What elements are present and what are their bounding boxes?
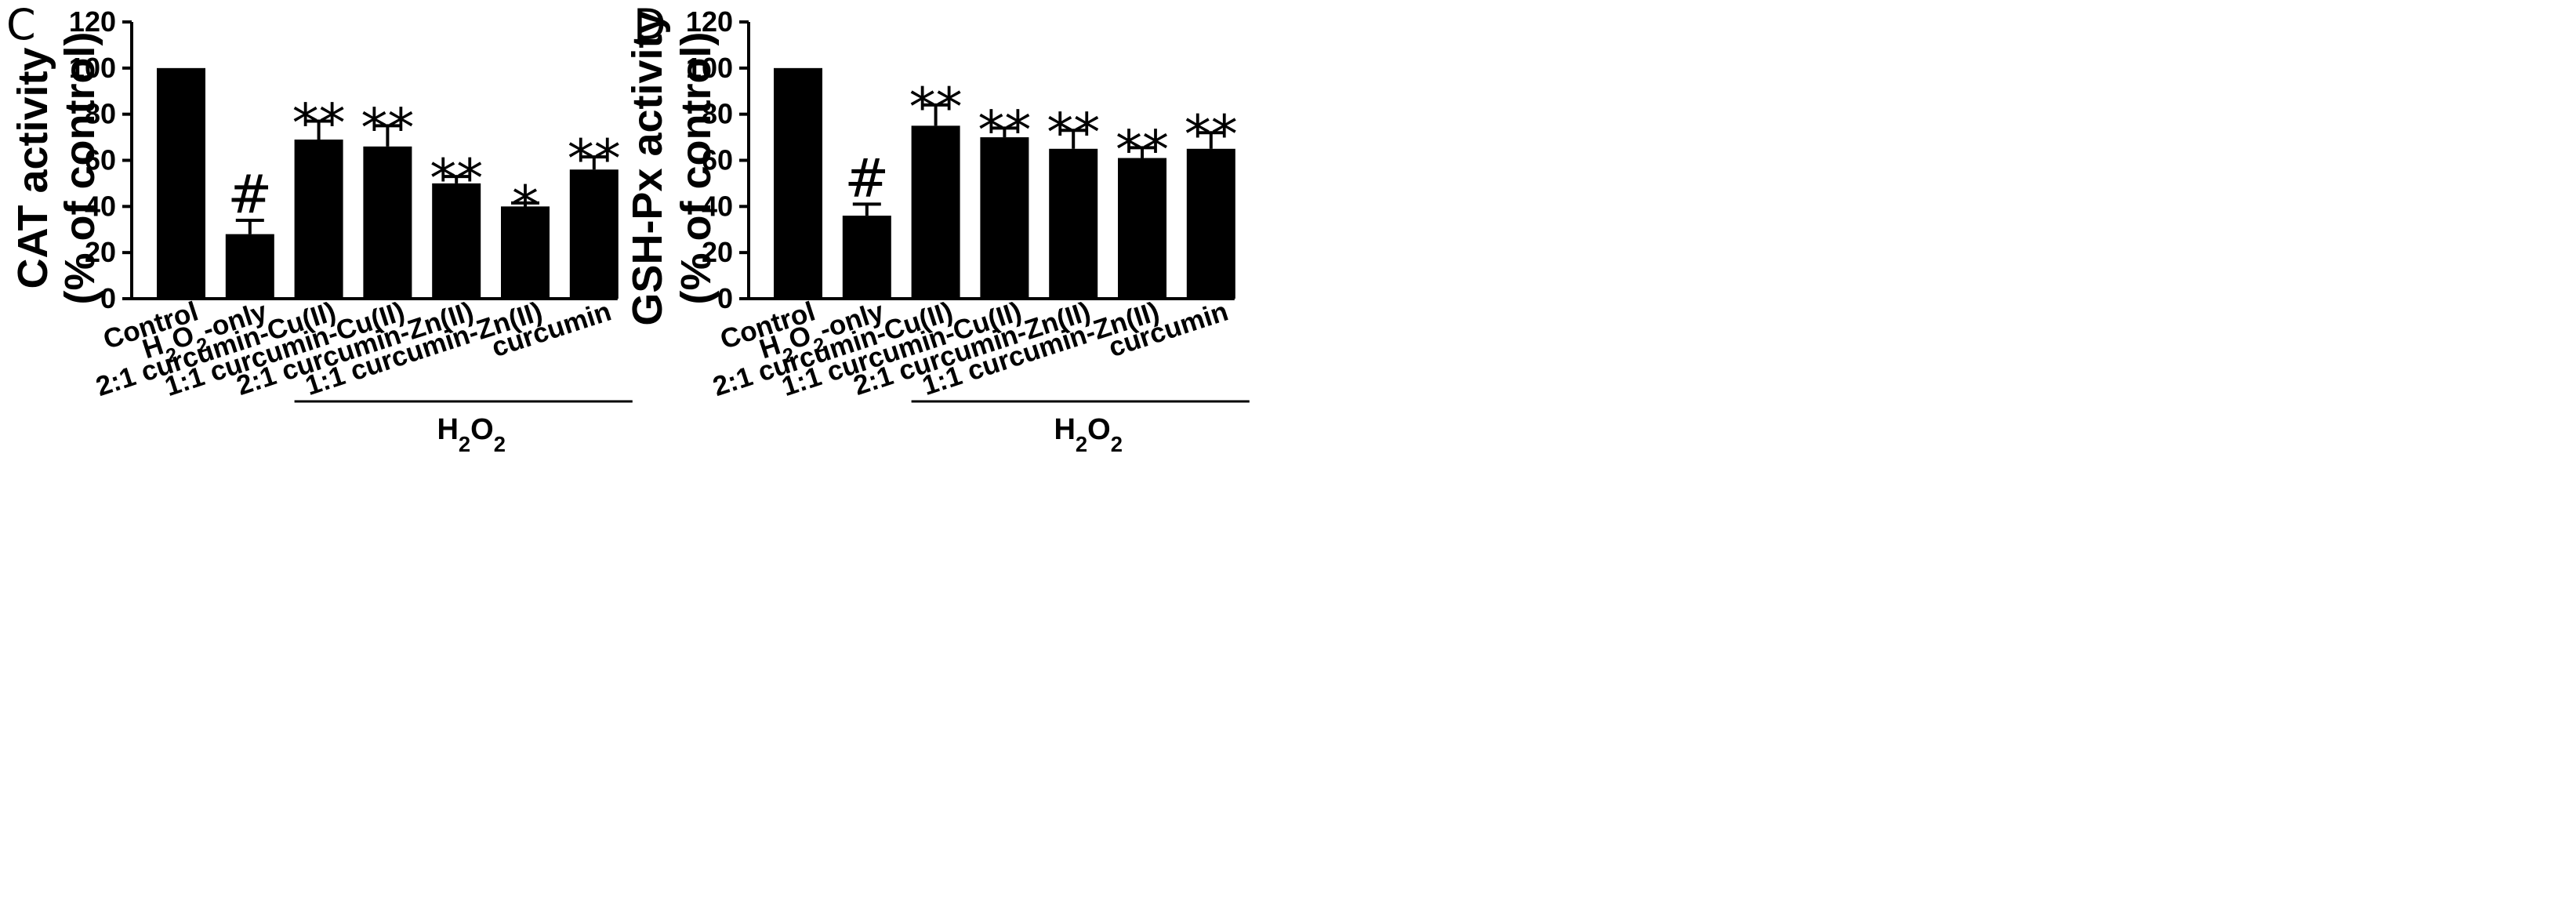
y-tick-label: 0 bbox=[717, 282, 733, 314]
bar-1 bbox=[774, 67, 822, 299]
y-tick-label: 120 bbox=[69, 5, 116, 38]
bar-6 bbox=[501, 206, 550, 299]
bar-5 bbox=[432, 183, 481, 299]
panel-letter: D bbox=[633, 0, 666, 49]
bar-5 bbox=[1049, 148, 1098, 299]
significance-marker: ** bbox=[1185, 104, 1238, 166]
y-tick-label: 40 bbox=[702, 190, 733, 222]
group-label: H2O2 bbox=[437, 413, 505, 456]
significance-marker: # bbox=[227, 164, 272, 226]
significance-marker: ** bbox=[568, 129, 621, 191]
y-tick-label: 60 bbox=[85, 144, 116, 176]
significance-marker: # bbox=[844, 147, 889, 209]
bar-2 bbox=[225, 234, 274, 299]
y-tick-label: 100 bbox=[69, 52, 116, 84]
significance-marker: ** bbox=[1047, 102, 1100, 164]
y-tick-label: 60 bbox=[702, 144, 733, 176]
y-tick-label: 80 bbox=[85, 98, 116, 130]
bar-3 bbox=[294, 140, 343, 299]
y-tick-label: 120 bbox=[686, 5, 733, 38]
panel-letter: C bbox=[6, 0, 36, 49]
bar-1 bbox=[157, 67, 205, 299]
y-tick-label: 20 bbox=[85, 236, 116, 268]
bar-4 bbox=[980, 137, 1029, 299]
y-tick-label: 20 bbox=[702, 236, 733, 268]
significance-marker: ** bbox=[292, 93, 346, 154]
significance-marker: ** bbox=[430, 148, 483, 210]
y-tick-label: 100 bbox=[686, 52, 733, 84]
y-axis-label: CAT activity bbox=[9, 47, 56, 289]
significance-marker: ** bbox=[909, 77, 963, 139]
bar-7 bbox=[569, 169, 619, 299]
significance-marker: * bbox=[512, 175, 539, 237]
y-axis-label: GSH-Px activity bbox=[624, 10, 671, 325]
group-label: H2O2 bbox=[1054, 413, 1122, 456]
bar-6 bbox=[1118, 158, 1166, 299]
significance-marker: ** bbox=[978, 100, 1031, 162]
y-tick-label: 80 bbox=[702, 98, 733, 130]
y-tick-label: 40 bbox=[85, 190, 116, 222]
bar-4 bbox=[363, 146, 412, 299]
bar-7 bbox=[1186, 148, 1235, 299]
bar-3 bbox=[911, 125, 960, 299]
y-tick-label: 0 bbox=[100, 282, 116, 314]
y-axis-label-unit: (% of control) bbox=[56, 32, 103, 305]
y-axis-label-unit: (% of control) bbox=[673, 32, 720, 305]
significance-marker: ** bbox=[361, 97, 414, 159]
significance-marker: ** bbox=[1116, 119, 1169, 181]
bar-2 bbox=[842, 216, 891, 299]
